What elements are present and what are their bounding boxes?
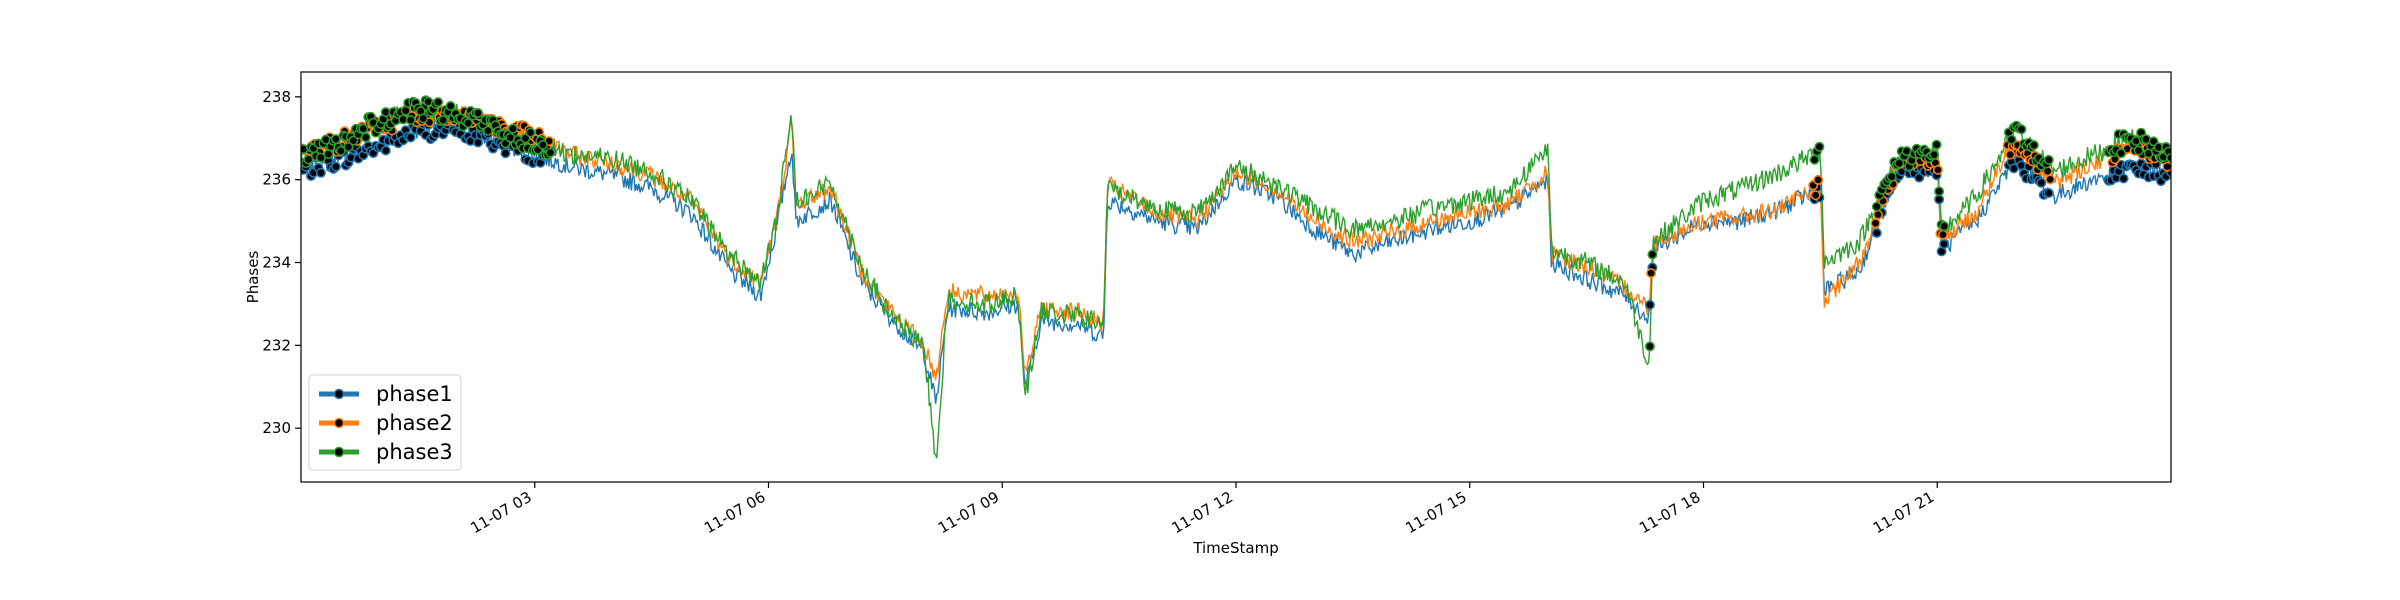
x-axis-label: TimeStamp [1192, 539, 1278, 557]
anomaly-marker [2043, 188, 2054, 199]
anomaly-marker [1939, 239, 1950, 250]
anomaly-marker [1646, 268, 1657, 279]
series-layer [301, 100, 2171, 459]
anomaly-marker [405, 115, 416, 126]
anomaly-marker [463, 118, 474, 129]
anomaly-marker [507, 123, 518, 134]
anomaly-marker [2133, 145, 2144, 156]
series-line-phase3 [301, 100, 2171, 459]
y-tick-label: 232 [262, 336, 291, 354]
legend-label-phase3: phase3 [376, 440, 453, 464]
anomaly-marker [2006, 134, 2017, 145]
anomaly-marker-layer [301, 95, 2171, 352]
anomaly-marker [1810, 190, 1821, 201]
legend: phase1 phase2 phase3 [308, 374, 462, 471]
anomaly-marker [2118, 173, 2129, 184]
legend-marker-phase1 [333, 388, 345, 400]
anomaly-marker [1871, 228, 1882, 239]
anomaly-marker [360, 132, 371, 143]
anomaly-marker [525, 127, 536, 138]
anomaly-marker [433, 97, 444, 108]
y-tick-label: 236 [262, 171, 291, 189]
anomaly-marker [1813, 174, 1824, 185]
anomaly-marker [445, 101, 456, 112]
y-tick-label: 230 [262, 419, 291, 437]
y-axis-label: Phases [244, 251, 262, 304]
anomaly-marker [472, 108, 483, 119]
anomaly-marker [1814, 141, 1825, 152]
anomaly-marker [1939, 221, 1950, 232]
anomaly-marker [2166, 152, 2171, 163]
legend-box [308, 374, 462, 471]
anomaly-marker [418, 113, 429, 124]
anomaly-marker [343, 142, 354, 153]
anomaly-marker [545, 147, 556, 158]
y-axis: 230 232 234 236 238 [262, 88, 301, 437]
anomaly-marker [1871, 201, 1882, 212]
anomaly-marker [1894, 158, 1905, 169]
y-tick-label: 234 [262, 254, 291, 272]
anomaly-marker [335, 145, 346, 156]
anomaly-marker [1934, 186, 1945, 197]
anomaly-marker [2028, 140, 2039, 151]
anomaly-marker [358, 123, 369, 134]
anomaly-marker [1929, 149, 1940, 160]
anomaly-marker [1644, 299, 1655, 310]
anomaly-marker [1873, 209, 1884, 220]
anomaly-marker [438, 115, 449, 126]
anomaly-marker [315, 167, 326, 178]
anomaly-marker [537, 139, 548, 150]
anomaly-marker [2162, 161, 2171, 172]
anomaly-marker [348, 135, 359, 146]
anomaly-marker [1932, 164, 1943, 175]
anomaly-marker [1647, 249, 1658, 260]
legend-marker-phase2 [333, 417, 345, 429]
anomaly-marker [2036, 177, 2047, 188]
anomaly-marker [405, 132, 416, 143]
anomaly-marker [330, 161, 341, 172]
legend-label-phase1: phase1 [376, 382, 453, 406]
anomaly-marker [2005, 149, 2016, 160]
anomaly-marker [380, 145, 391, 156]
anomaly-marker [1644, 341, 1655, 352]
anomaly-marker [1809, 154, 1820, 165]
anomaly-marker [482, 125, 493, 136]
anomaly-marker [500, 148, 511, 159]
y-tick-label: 238 [262, 88, 291, 106]
anomaly-marker [1937, 229, 1948, 240]
legend-label-phase2: phase2 [376, 411, 453, 435]
anomaly-marker [1931, 139, 1942, 150]
anomaly-marker [1870, 218, 1881, 229]
legend-marker-phase3 [333, 446, 345, 458]
anomaly-marker [2016, 124, 2027, 135]
anomaly-marker [2043, 154, 2054, 165]
anomaly-marker [1886, 171, 1897, 182]
anomaly-marker [2116, 148, 2127, 159]
anomaly-marker [1934, 194, 1945, 205]
anomaly-marker [2045, 174, 2056, 185]
